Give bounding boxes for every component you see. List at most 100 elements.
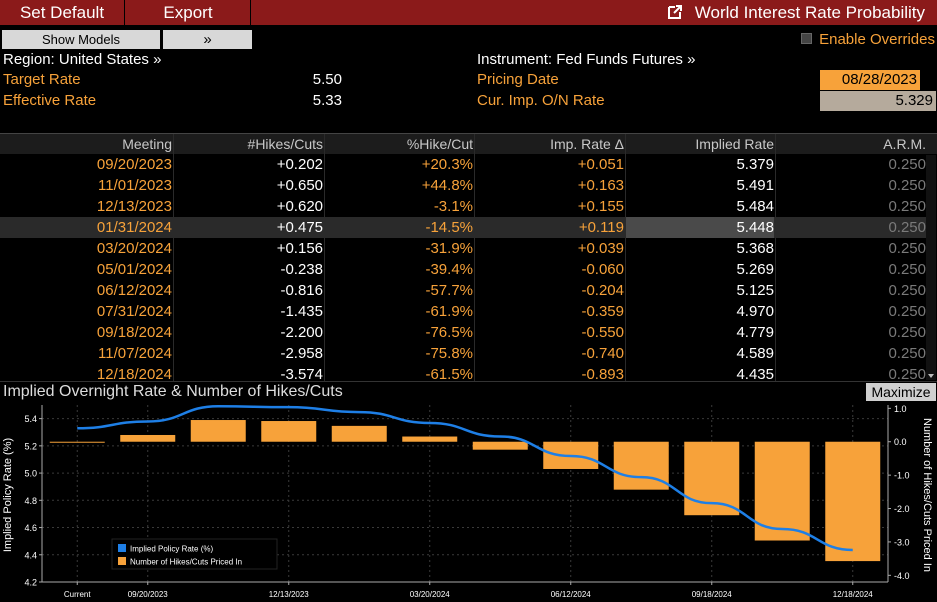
- pct-hike-cut-value: -31.9%: [425, 240, 473, 257]
- col-imp-rate-delta[interactable]: Imp. Rate Δ: [550, 136, 624, 152]
- hikes-cuts-value: +0.156: [276, 240, 323, 257]
- imp-rate-delta-value: -0.740: [581, 345, 624, 362]
- pct-hike-cut-value: -61.5%: [425, 366, 473, 383]
- hikes-cuts-bar: [120, 434, 176, 442]
- pct-hike-cut-value: +20.3%: [421, 156, 473, 173]
- pricing-date-label: Pricing Date: [477, 71, 559, 88]
- hikes-cuts-value: +0.650: [276, 177, 323, 194]
- imp-rate-delta-value: -0.550: [581, 324, 624, 341]
- table-row[interactable]: 05/01/2024 -0.238 -39.4% -0.060 5.269 0.250: [0, 259, 930, 280]
- checkbox-icon[interactable]: [801, 33, 813, 44]
- table-row[interactable]: 09/18/2024 -2.200 -76.5% -0.550 4.779 0.250: [0, 322, 930, 343]
- implied-rate-value: 4.970: [736, 303, 774, 320]
- table-row[interactable]: 12/18/2024 -3.574 -61.5% -0.893 4.435 0.250: [0, 364, 930, 385]
- enable-overrides-label: Enable Overrides: [819, 31, 935, 48]
- meeting-date: 07/31/2024: [96, 303, 172, 320]
- show-models-button[interactable]: Show Models: [2, 30, 160, 49]
- implied-rate-value: 4.779: [736, 324, 774, 341]
- imp-rate-delta-value: -0.060: [581, 261, 624, 278]
- legend-bar-label: Number of Hikes/Cuts Priced In: [130, 558, 242, 567]
- chart-legend: Implied Policy Rate (%) Number of Hikes/…: [111, 538, 278, 570]
- meeting-date: 03/20/2024: [96, 240, 172, 257]
- arm-value: 0.250: [888, 303, 926, 320]
- y2-tick-label: 1.0: [894, 404, 907, 414]
- y2-tick-label: -1.0: [894, 471, 910, 481]
- cur-imp-rate-input[interactable]: 5.329: [820, 91, 936, 111]
- hikes-cuts-value: -3.574: [280, 366, 323, 383]
- hikes-cuts-bar: [402, 436, 458, 442]
- y2-tick-label: -4.0: [894, 571, 910, 581]
- arm-value: 0.250: [888, 282, 926, 299]
- hikes-cuts-value: +0.620: [276, 198, 323, 215]
- hikes-cuts-bar: [331, 425, 387, 442]
- window-title: World Interest Rate Probability: [667, 0, 925, 25]
- y-tick-label: 4.2: [24, 578, 37, 588]
- y2-axis-label: Number of Hikes/Cuts Priced In: [921, 418, 933, 572]
- y2-tick-label: 0.0: [894, 437, 907, 447]
- export-button[interactable]: Export: [126, 0, 251, 25]
- col-hikes-cuts[interactable]: #Hikes/Cuts: [247, 136, 323, 152]
- implied-rate-value: 5.484: [736, 198, 774, 215]
- y-tick-label: 5.4: [24, 414, 37, 424]
- imp-rate-delta-value: +0.039: [577, 240, 624, 257]
- hikes-cuts-value: +0.475: [276, 219, 323, 236]
- implied-rate-value: 5.379: [736, 156, 774, 173]
- table-scrollbar[interactable]: [926, 155, 936, 380]
- implied-rate-value: 5.368: [736, 240, 774, 257]
- col-pct-hike-cut[interactable]: %Hike/Cut: [406, 136, 473, 152]
- maximize-button[interactable]: Maximize: [866, 383, 936, 401]
- instrument-selector[interactable]: Instrument: Fed Funds Futures »: [477, 51, 696, 68]
- x-tick-label: 06/12/2024: [551, 590, 592, 599]
- y-tick-label: 4.6: [24, 523, 37, 533]
- table-row[interactable]: 03/20/2024 +0.156 -31.9% +0.039 5.368 0.250: [0, 238, 930, 259]
- x-tick-label: 03/20/2024: [410, 590, 451, 599]
- hikes-cuts-bar: [472, 441, 528, 450]
- imp-rate-delta-value: +0.119: [578, 219, 624, 236]
- pricing-date-input[interactable]: 08/28/2023: [820, 70, 920, 90]
- col-implied-rate[interactable]: Implied Rate: [695, 136, 774, 152]
- col-arm[interactable]: A.R.M.: [883, 136, 926, 152]
- col-meeting[interactable]: Meeting: [122, 136, 172, 152]
- table-row[interactable]: 06/12/2024 -0.816 -57.7% -0.204 5.125 0.250: [0, 280, 930, 301]
- region-selector[interactable]: Region: United States »: [3, 51, 162, 68]
- arm-value: 0.250: [888, 261, 926, 278]
- table-row[interactable]: 09/20/2023 +0.202 +20.3% +0.051 5.379 0.250: [0, 154, 930, 175]
- rate-chart: 5.4 5.2 5.0 4.8 4.6 4.4 4.2 1.0 0.0 -1.0 -2.0 -3.0 -…: [2, 404, 933, 599]
- imp-rate-delta-value: -0.893: [581, 366, 624, 383]
- hikes-cuts-value: -2.958: [280, 345, 323, 362]
- imp-rate-delta-value: +0.163: [577, 177, 624, 194]
- window-title-text: World Interest Rate Probability: [694, 3, 925, 22]
- title-bar: Set Default Export World Interest Rate P…: [0, 0, 937, 25]
- launch-icon[interactable]: [667, 4, 683, 20]
- scroll-down-icon[interactable]: [928, 374, 934, 378]
- meeting-date: 11/07/2024: [98, 345, 172, 362]
- expand-button[interactable]: »: [163, 30, 252, 49]
- enable-overrides-toggle[interactable]: Enable Overrides: [801, 31, 935, 49]
- imp-rate-delta-value: -0.359: [581, 303, 624, 320]
- hikes-cuts-bar: [754, 441, 810, 541]
- x-tick-label: 09/20/2023: [128, 590, 169, 599]
- imp-rate-delta-value: +0.051: [577, 156, 624, 173]
- table-row[interactable]: 11/01/2023 +0.650 +44.8% +0.163 5.491 0.250: [0, 175, 930, 196]
- meeting-date: 12/18/2024: [96, 366, 172, 383]
- effective-rate-label: Effective Rate: [3, 92, 97, 109]
- implied-rate-value: 5.448: [626, 217, 774, 238]
- hikes-cuts-bar: [261, 421, 317, 442]
- table-row[interactable]: 12/13/2023 +0.620 -3.1% +0.155 5.484 0.250: [0, 196, 930, 217]
- table-row[interactable]: 01/31/2024 +0.475 -14.5% +0.119 5.448 0.250: [0, 217, 930, 238]
- cur-imp-rate-label: Cur. Imp. O/N Rate: [477, 92, 605, 109]
- meeting-date: 11/01/2023: [98, 177, 172, 194]
- table-row[interactable]: 07/31/2024 -1.435 -61.9% -0.359 4.970 0.250: [0, 301, 930, 322]
- hikes-cuts-value: -2.200: [280, 324, 323, 341]
- set-default-button[interactable]: Set Default: [0, 0, 125, 25]
- pct-hike-cut-value: -14.5%: [425, 219, 473, 236]
- x-tick-label: 09/18/2024: [692, 590, 733, 599]
- hikes-cuts-value: -1.435: [280, 303, 323, 320]
- table-row[interactable]: 11/07/2024 -2.958 -75.8% -0.740 4.589 0.250: [0, 343, 930, 364]
- arm-value: 0.250: [888, 240, 926, 257]
- pct-hike-cut-value: -57.7%: [425, 282, 473, 299]
- hikes-cuts-bar: [190, 420, 246, 442]
- arm-value: 0.250: [888, 366, 926, 383]
- y2-tick-label: -3.0: [894, 537, 910, 547]
- hikes-cuts-bar: [825, 441, 881, 562]
